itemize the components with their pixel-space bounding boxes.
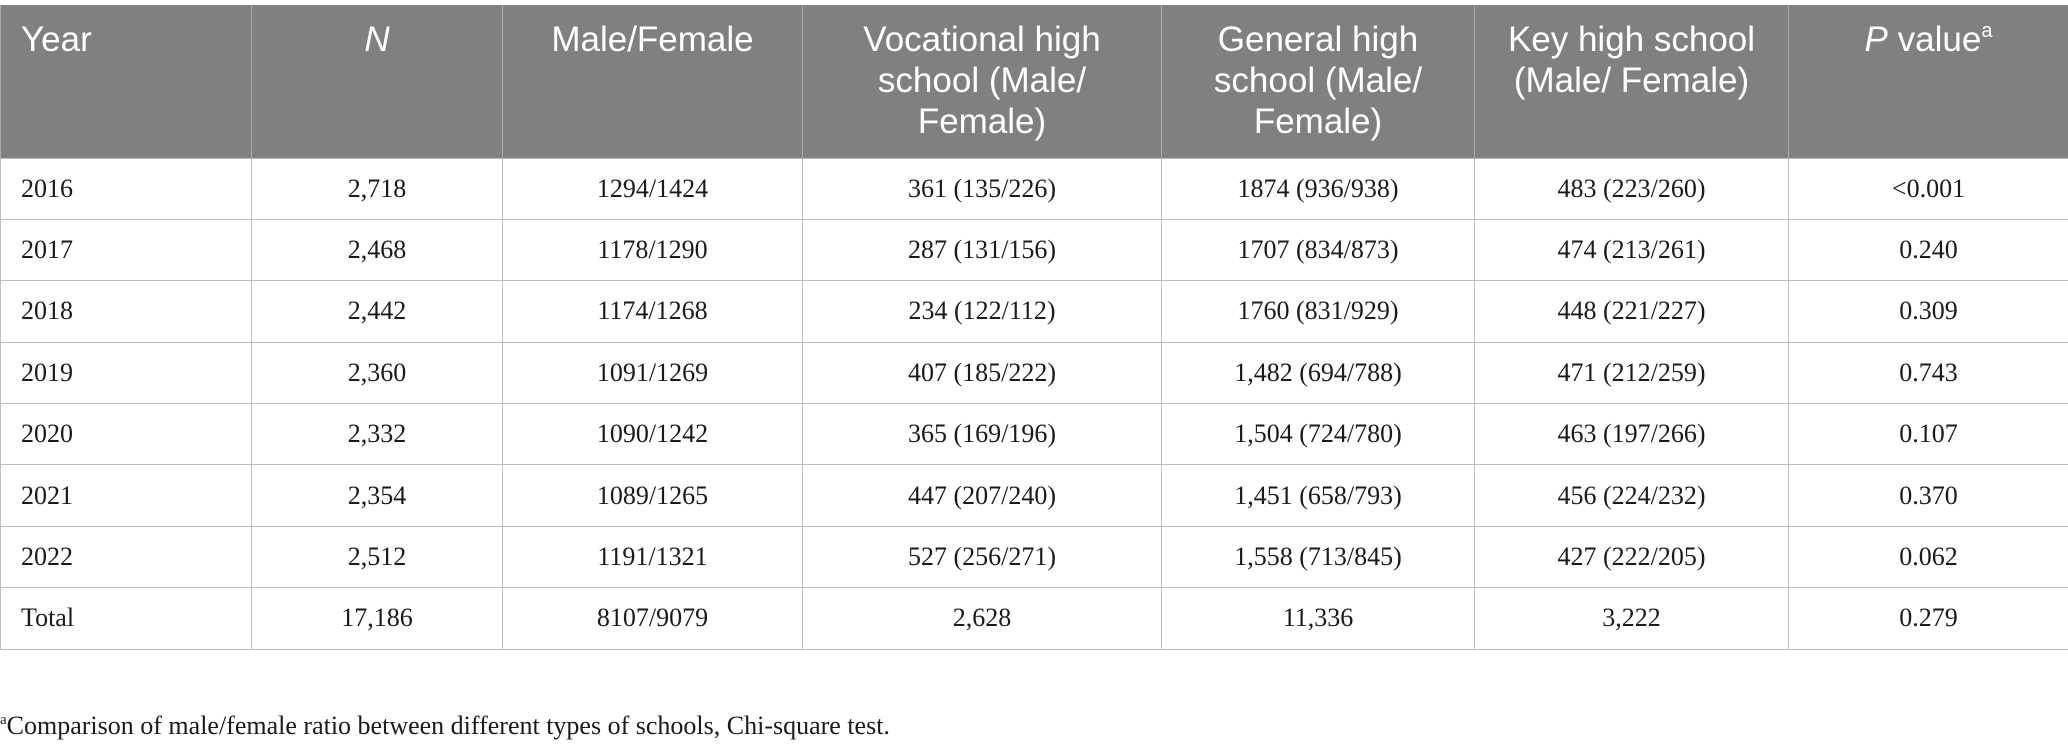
cell-general: 11,336: [1161, 587, 1475, 650]
cell-year: 2017: [0, 218, 252, 282]
table-row: 2021 2,354 1089/1265 447 (207/240) 1,451 (65…: [0, 464, 2068, 527]
cell-vocational: 527 (256/271): [802, 525, 1162, 589]
cell-male-female: 1089/1265: [502, 464, 803, 527]
cell-year: 2019: [0, 341, 252, 405]
data-table: Year N Male/Female Vocational high schoo…: [0, 5, 2068, 650]
table-row: 2016 2,718 1294/1424 361 (135/226) 1874 (936…: [0, 157, 2068, 220]
cell-male-female: 8107/9079: [502, 587, 803, 650]
cell-p-value: 0.240: [1788, 218, 2068, 282]
header-row: Year N Male/Female Vocational high schoo…: [0, 5, 2068, 158]
cell-general: 1,504 (724/780): [1161, 403, 1475, 466]
cell-p-value: <0.001: [1788, 157, 2068, 220]
cell-male-female: 1191/1321: [502, 525, 803, 589]
cell-vocational: 2,628: [802, 587, 1162, 650]
cell-year: Total: [0, 587, 252, 650]
table-header: Year N Male/Female Vocational high schoo…: [0, 5, 2068, 158]
cell-key: 471 (212/259): [1474, 341, 1789, 405]
table-row: 2017 2,468 1178/1290 287 (131/156) 1707 (834…: [0, 218, 2068, 282]
cell-p-value: 0.370: [1788, 464, 2068, 527]
footnote-marker: a: [1981, 20, 1993, 42]
cell-n: 2,718: [251, 157, 503, 220]
cell-n: 2,360: [251, 341, 503, 405]
cell-key: 456 (224/232): [1474, 464, 1789, 527]
cell-n: 2,332: [251, 403, 503, 466]
cell-male-female: 1174/1268: [502, 280, 803, 343]
cell-vocational: 287 (131/156): [802, 218, 1162, 282]
table-row: 2022 2,512 1191/1321 527 (256/271) 1,558 (71…: [0, 525, 2068, 589]
cell-male-female: 1294/1424: [502, 157, 803, 220]
cell-key: 483 (223/260): [1474, 157, 1789, 220]
cell-general: 1760 (831/929): [1161, 280, 1475, 343]
footnote-marker: a: [0, 712, 7, 728]
cell-n: 17,186: [251, 587, 503, 650]
cell-year: 2018: [0, 280, 252, 343]
header-male-female: Male/Female: [502, 5, 803, 158]
cell-general: 1,482 (694/788): [1161, 341, 1475, 405]
cell-p-value: 0.309: [1788, 280, 2068, 343]
cell-year: 2016: [0, 157, 252, 220]
cell-p-value: 0.279: [1788, 587, 2068, 650]
footnote-text: Comparison of male/female ratio between …: [6, 711, 890, 740]
cell-n: 2,442: [251, 280, 503, 343]
data-table-container: Year N Male/Female Vocational high schoo…: [0, 5, 2068, 650]
cell-year: 2020: [0, 403, 252, 466]
table-row: 2019 2,360 1091/1269 407 (185/222) 1,482 (69…: [0, 341, 2068, 405]
header-p-value: P valuea: [1788, 5, 2068, 158]
cell-key: 448 (221/227): [1474, 280, 1789, 343]
table-row: 2020 2,332 1090/1242 365 (169/196) 1,504 (72…: [0, 403, 2068, 466]
cell-key: 427 (222/205): [1474, 525, 1789, 589]
cell-year: 2022: [0, 525, 252, 589]
table-row: 2018 2,442 1174/1268 234 (122/112) 1760 (831…: [0, 280, 2068, 343]
header-year: Year: [0, 5, 252, 158]
cell-year: 2021: [0, 464, 252, 527]
table-body: 2016 2,718 1294/1424 361 (135/226) 1874 (936…: [0, 157, 2068, 650]
cell-key: 474 (213/261): [1474, 218, 1789, 282]
cell-p-value: 0.107: [1788, 403, 2068, 466]
cell-key: 3,222: [1474, 587, 1789, 650]
header-vocational-high-school: Vocational high school (Male/ Female): [802, 5, 1162, 158]
cell-n: 2,354: [251, 464, 503, 527]
cell-vocational: 361 (135/226): [802, 157, 1162, 220]
cell-male-female: 1091/1269: [502, 341, 803, 405]
cell-male-female: 1090/1242: [502, 403, 803, 466]
header-key-high-school: Key high school (Male/ Female): [1474, 5, 1789, 158]
cell-general: 1874 (936/938): [1161, 157, 1475, 220]
cell-p-value: 0.062: [1788, 525, 2068, 589]
cell-male-female: 1178/1290: [502, 218, 803, 282]
cell-general: 1,558 (713/845): [1161, 525, 1475, 589]
cell-vocational: 407 (185/222): [802, 341, 1162, 405]
cell-general: 1,451 (658/793): [1161, 464, 1475, 527]
header-n: N: [251, 5, 503, 158]
table-row: Total 17,186 8107/9079 2,628 11,336 3,222 0.27…: [0, 587, 2068, 650]
header-general-high-school: General high school (Male/ Female): [1161, 5, 1475, 158]
cell-n: 2,512: [251, 525, 503, 589]
cell-key: 463 (197/266): [1474, 403, 1789, 466]
cell-p-value: 0.743: [1788, 341, 2068, 405]
cell-vocational: 365 (169/196): [802, 403, 1162, 466]
table-footnote: aComparison of male/female ratio between…: [0, 711, 890, 741]
cell-general: 1707 (834/873): [1161, 218, 1475, 282]
cell-vocational: 234 (122/112): [802, 280, 1162, 343]
cell-vocational: 447 (207/240): [802, 464, 1162, 527]
cell-n: 2,468: [251, 218, 503, 282]
